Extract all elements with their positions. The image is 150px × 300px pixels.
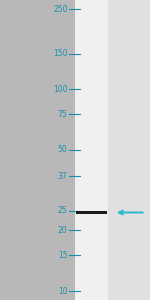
Text: 10: 10 bbox=[58, 286, 68, 296]
Text: 25: 25 bbox=[58, 206, 68, 215]
Bar bbox=[108, 0, 150, 300]
Bar bbox=[75, 0, 108, 300]
Text: 250: 250 bbox=[53, 4, 68, 14]
Text: 20: 20 bbox=[58, 226, 68, 235]
Text: 100: 100 bbox=[53, 85, 68, 94]
Text: 75: 75 bbox=[58, 110, 68, 119]
Text: 150: 150 bbox=[53, 49, 68, 58]
Text: 15: 15 bbox=[58, 251, 68, 260]
Text: 50: 50 bbox=[58, 146, 68, 154]
Bar bbox=[76, 211, 107, 214]
Text: 37: 37 bbox=[58, 172, 68, 181]
